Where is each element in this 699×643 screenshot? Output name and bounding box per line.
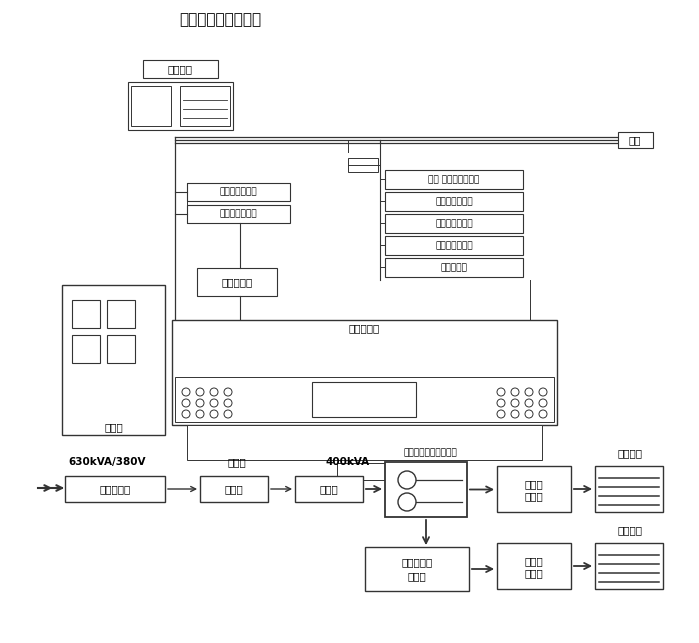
Bar [337,463,391,480]
Bar [365,547,469,591]
Circle shape [539,388,547,396]
Bar [385,214,523,233]
Bar [72,335,100,363]
Text: 进厂变压器: 进厂变压器 [99,484,131,494]
Circle shape [224,388,232,396]
Circle shape [525,399,533,407]
Text: 操作试验台: 操作试验台 [349,323,380,333]
Bar [295,476,363,502]
Bar [385,170,523,189]
Text: 绝缘电阻测试仪: 绝缘电阻测试仪 [435,197,473,206]
Text: 匝间耐压测试仪: 匝间耐压测试仪 [435,219,473,228]
Circle shape [196,410,204,418]
Bar [187,425,542,460]
Circle shape [182,399,190,407]
Text: 三相电压互感器: 三相电压互感器 [219,188,257,197]
Bar [72,300,100,328]
Bar [143,60,218,78]
Bar [175,377,554,422]
Text: 电参数测量: 电参数测量 [222,277,252,287]
Bar [595,466,663,512]
Circle shape [224,399,232,407]
Text: 630kVA/380V: 630kVA/380V [69,457,146,467]
Text: 采样柜: 采样柜 [525,568,543,578]
Circle shape [224,410,232,418]
Text: 三相电流互感器: 三相电流互感器 [219,210,257,219]
Text: 高低压切换开关控制柜: 高低压切换开关控制柜 [403,449,457,458]
Text: 试验站总体控制框图: 试验站总体控制框图 [179,12,261,28]
Bar [385,258,523,277]
Text: 平板: 平板 [628,135,641,145]
Text: 调压器: 调压器 [319,484,338,494]
Circle shape [525,410,533,418]
Circle shape [497,388,505,396]
Bar [385,192,523,211]
Text: 低压电机: 低压电机 [617,448,642,458]
Circle shape [539,399,547,407]
Bar [172,320,557,425]
Text: 隔离柜: 隔离柜 [525,479,543,489]
Circle shape [182,388,190,396]
Text: 多抽头: 多抽头 [408,571,426,581]
Text: 采样柜: 采样柜 [525,491,543,501]
Bar [385,236,523,255]
Circle shape [511,410,519,418]
Circle shape [182,410,190,418]
Bar [62,285,165,435]
Bar [65,476,165,502]
Text: 中间变压器: 中间变压器 [401,557,433,567]
Bar [200,476,268,502]
Circle shape [196,399,204,407]
Bar [107,300,135,328]
Circle shape [210,399,218,407]
Bar [180,86,230,126]
Circle shape [539,410,547,418]
Bar [128,82,233,130]
Text: 被试电机: 被试电机 [168,64,192,74]
Bar [312,382,416,417]
Circle shape [210,410,218,418]
Circle shape [497,410,505,418]
Circle shape [210,388,218,396]
Text: 隔离柜: 隔离柜 [525,556,543,566]
Circle shape [497,399,505,407]
Text: 环境 铁芯温度测试仪: 环境 铁芯温度测试仪 [428,175,480,184]
Bar [618,132,653,148]
Bar [385,462,467,517]
Circle shape [196,388,204,396]
Text: 高压电机: 高压电机 [617,525,642,535]
Circle shape [525,388,533,396]
Text: 振动测试仪: 振动测试仪 [440,263,468,272]
Bar [197,268,277,296]
Circle shape [398,493,416,511]
Text: 低压柜: 低压柜 [224,484,243,494]
Text: 强电柜: 强电柜 [104,422,123,432]
Bar [497,466,571,512]
Bar [348,158,378,172]
Bar [595,543,663,589]
Circle shape [511,388,519,396]
Circle shape [511,399,519,407]
Bar [187,205,290,223]
Bar [107,335,135,363]
Bar [497,543,571,589]
Circle shape [398,471,416,489]
Text: 开关柜: 开关柜 [228,457,246,467]
Bar [131,86,171,126]
Text: 400kVA: 400kVA [326,457,370,467]
Text: 工频耐压测试仪: 工频耐压测试仪 [435,241,473,250]
Bar [187,183,290,201]
